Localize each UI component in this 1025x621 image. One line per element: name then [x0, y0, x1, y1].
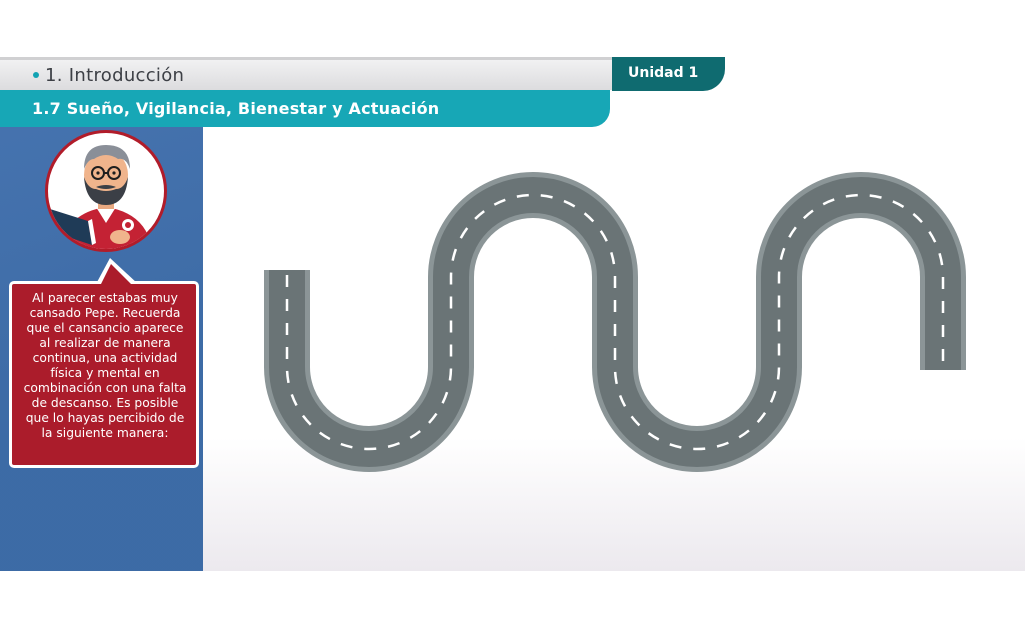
subtitle-bar: 1.7 Sueño, Vigilancia, Bienestar y Actua…	[0, 90, 610, 127]
page-subtitle: 1.7 Sueño, Vigilancia, Bienestar y Actua…	[32, 99, 440, 118]
section-title: 1. Introducción	[45, 65, 185, 86]
teacher-avatar-icon	[50, 145, 152, 249]
unit-label: Unidad 1	[628, 65, 699, 81]
speech-tail-inner	[100, 264, 133, 286]
winding-road-icon	[264, 172, 966, 472]
section-title-bar: 1. Introducción	[0, 57, 612, 90]
speech-bubble: Al parecer estabas muy cansado Pepe. Rec…	[9, 258, 199, 468]
main-content	[203, 127, 1025, 571]
unit-tab: Unidad 1	[612, 57, 725, 91]
avatar	[45, 130, 167, 252]
bullet-icon	[33, 72, 39, 78]
speech-text: Al parecer estabas muy cansado Pepe. Rec…	[23, 291, 187, 440]
